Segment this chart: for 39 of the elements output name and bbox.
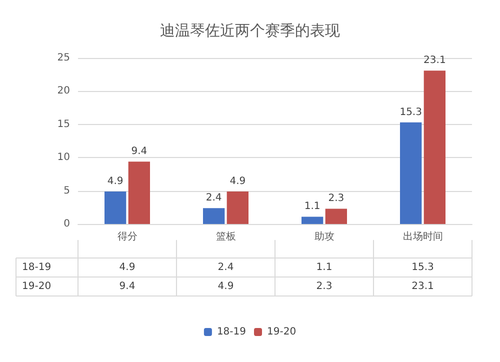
y-tick-label: 15 xyxy=(57,118,70,130)
text: 18-19 xyxy=(22,262,52,273)
bar xyxy=(301,216,324,224)
text: 4.9 xyxy=(119,262,136,273)
bar xyxy=(400,122,422,224)
text: 9.4 xyxy=(119,281,136,292)
data-label: 23.1 xyxy=(424,55,446,66)
y-tick-label: 20 xyxy=(57,86,70,97)
y-tick-label: 5 xyxy=(64,185,70,196)
data-label: 4.9 xyxy=(107,176,124,187)
x-tick-label: 助攻 xyxy=(314,230,334,242)
x-tick-label: 得分 xyxy=(117,230,138,242)
text: 15.3 xyxy=(412,262,434,273)
bar xyxy=(424,70,446,224)
bar xyxy=(128,162,150,224)
bar xyxy=(226,191,249,224)
data-label: 1.1 xyxy=(304,201,320,212)
bar xyxy=(325,208,348,224)
x-tick-label: 出场时间 xyxy=(402,230,443,242)
y-tick-label: 10 xyxy=(57,152,70,164)
text: 19-20 xyxy=(22,281,52,292)
data-label: 4.9 xyxy=(230,176,246,187)
data-label: 15.3 xyxy=(400,106,422,118)
data-label: 9.4 xyxy=(131,146,148,158)
text: 1.1 xyxy=(316,262,332,273)
legend-label: 18-19 xyxy=(216,326,246,338)
y-tick-label: 25 xyxy=(57,52,70,64)
bar xyxy=(202,208,225,224)
text: 4.9 xyxy=(218,281,234,292)
data-label: 2.3 xyxy=(328,193,344,204)
text: 2.4 xyxy=(218,262,234,273)
text: 2.3 xyxy=(316,281,332,292)
x-tick-label: 篮板 xyxy=(216,230,236,242)
legend-label: 19-20 xyxy=(267,326,296,338)
chart-title: 迪温琴佐近两个赛季的表现 xyxy=(160,22,340,40)
y-tick-label: 0 xyxy=(64,218,70,230)
data-label: 2.4 xyxy=(206,192,222,204)
bar xyxy=(104,191,126,224)
text: 23.1 xyxy=(412,281,434,292)
